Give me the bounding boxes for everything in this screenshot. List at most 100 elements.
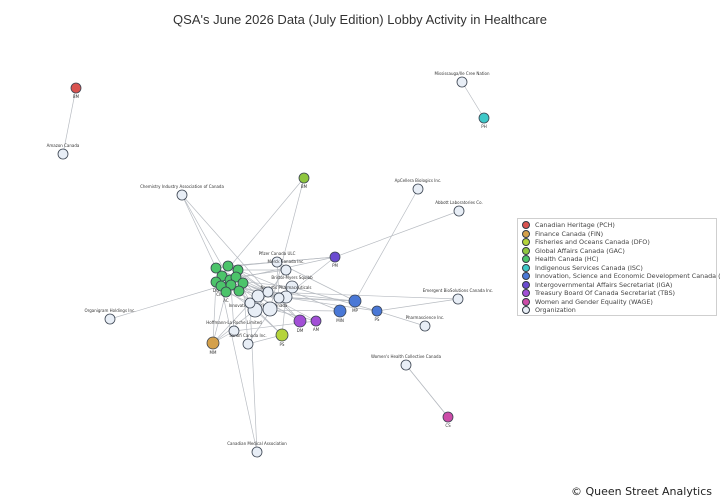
node-circle[interactable] [400, 359, 412, 371]
node-circle[interactable] [453, 205, 465, 217]
node-circle[interactable] [57, 148, 69, 160]
graph-edge [212, 281, 217, 344]
legend-swatch-icon [522, 238, 530, 247]
legend-item[interactable]: Fisheries and Oceans Canada (DFO) [522, 238, 712, 247]
node-circle[interactable] [262, 301, 278, 317]
node-circle[interactable] [280, 264, 292, 276]
node-circle[interactable] [242, 338, 254, 350]
legend-item[interactable]: Global Affairs Canada (GAC) [522, 246, 712, 256]
node-circle[interactable] [285, 280, 299, 294]
graph-node-ised3[interactable]: MIN [333, 304, 347, 323]
legend-item[interactable]: Treasury Board Of Canada Secretariat (TB… [522, 289, 712, 298]
node-circle[interactable] [251, 446, 263, 458]
graph-node-cma[interactable]: Canadian Medical Association [227, 441, 287, 458]
legend-item[interactable]: Intergovernmental Affairs Secretariat (I… [522, 280, 712, 290]
node-circle[interactable] [206, 336, 220, 350]
graph-node-chem[interactable]: Chemistry Industry Association of Canada [140, 184, 224, 201]
graph-node-gac[interactable]: BM [298, 172, 310, 189]
node-circle[interactable] [478, 112, 490, 124]
graph-node-abbott[interactable]: Abbott Laboratories Co. [435, 200, 483, 217]
node-circle[interactable] [104, 313, 116, 325]
graph-node-iga[interactable]: PM [329, 251, 341, 268]
graph-node-wage[interactable]: CS [442, 411, 454, 428]
node-circle[interactable] [230, 271, 242, 283]
graph-node-organigram[interactable]: Organigram Holdings Inc. [85, 308, 136, 325]
node-circle[interactable] [275, 328, 289, 342]
node-circle[interactable] [271, 256, 283, 268]
node-circle[interactable] [419, 320, 431, 332]
node-circle[interactable] [371, 305, 383, 317]
node-circle[interactable] [293, 314, 307, 328]
graph-node-pch[interactable]: BM [70, 82, 82, 99]
graph-node-emergent[interactable]: Emergent BioSolutions Canada Inc. [423, 288, 493, 305]
graph-node-orgD[interactable] [273, 292, 285, 304]
legend-item[interactable]: Health Canada (HC) [522, 255, 712, 264]
node-circle[interactable] [244, 297, 256, 309]
graph-node-ised1[interactable]: MP [348, 294, 362, 313]
node-circle[interactable] [262, 286, 274, 298]
graph-node-msd[interactable]: Bristol-Myers Squibb [271, 275, 313, 294]
node-circle[interactable] [310, 315, 322, 327]
graph-node-roche[interactable]: Hoffmann-La Roche Limited [206, 320, 262, 337]
legend-item[interactable]: Organization [522, 306, 712, 315]
graph-edge [181, 194, 217, 269]
graph-node-sanofi[interactable]: Sanofi Canada Inc. [229, 333, 267, 350]
node-label: Women's Health Collective Canada [371, 354, 442, 359]
node-circle[interactable] [442, 411, 454, 423]
graph-node-ised2[interactable]: PS [371, 305, 383, 322]
node-circle[interactable] [220, 286, 232, 298]
legend-item[interactable]: Indigenous Services Canada (ISC) [522, 263, 712, 273]
node-label: MP [352, 308, 358, 313]
node-circle[interactable] [210, 262, 222, 274]
graph-node-bio[interactable]: ApCellera Biologics Inc. [395, 178, 442, 195]
legend: Canadian Heritage (PCH) Finance Canada (F… [517, 218, 720, 316]
graph-node-amazon[interactable]: Amazon Canada [47, 143, 80, 160]
node-circle[interactable] [333, 304, 347, 318]
graph-node-pharmascience[interactable]: Pharmascience Inc. [406, 315, 445, 332]
node-circle[interactable] [348, 294, 362, 308]
legend-item[interactable]: Innovation, Science and Economic Develop… [522, 272, 720, 281]
legend-item[interactable]: Women and Gender Equality (WAGE) [522, 297, 712, 307]
graph-node-orgB[interactable] [262, 301, 278, 317]
legend-item[interactable]: Finance Canada (FIN) [522, 229, 712, 239]
graph-node-tbs2[interactable]: AM [310, 315, 322, 332]
graph-edge [269, 177, 305, 310]
graph-node-orgA[interactable] [262, 286, 274, 298]
node-circle[interactable] [228, 325, 240, 337]
graph-node-isc[interactable]: PH [478, 112, 490, 129]
graph-node-fin[interactable]: MM [206, 336, 220, 355]
node-circle[interactable] [251, 289, 265, 303]
node-circle[interactable] [70, 82, 82, 94]
legend-label: Canadian Heritage (PCH) [535, 221, 615, 230]
graph-node-hc2[interactable] [222, 260, 234, 272]
node-circle[interactable] [456, 76, 468, 88]
graph-node-mcn[interactable]: Mississauga/Ile Cree Nation [434, 71, 490, 88]
node-label: AC [223, 298, 229, 303]
graph-node-dfo[interactable]: PS [275, 328, 289, 347]
node-circle[interactable] [412, 183, 424, 195]
graph-node-hc12[interactable] [233, 285, 245, 297]
graph-node-bms[interactable]: Merck Canada Inc. [268, 259, 305, 276]
node-circle[interactable] [298, 172, 310, 184]
node-circle[interactable] [233, 285, 245, 297]
legend-swatch-icon [522, 272, 530, 281]
graph-node-hc7[interactable] [230, 271, 242, 283]
node-circle[interactable] [176, 189, 188, 201]
legend-swatch-icon [522, 221, 530, 230]
node-label: Merck Canada Inc. [268, 259, 305, 264]
node-circle[interactable] [222, 260, 234, 272]
legend-item[interactable]: Canadian Heritage (PCH) [522, 221, 712, 230]
node-circle[interactable] [452, 293, 464, 305]
graph-node-pfizer[interactable]: Pfizer Canada ULC [259, 251, 296, 268]
node-circle[interactable] [329, 251, 341, 263]
graph-edge [269, 308, 317, 322]
graph-node-whc[interactable]: Women's Health Collective Canada [371, 354, 442, 371]
graph-node-orgE[interactable] [244, 297, 256, 309]
legend-label: Finance Canada (FIN) [535, 229, 604, 238]
legend-swatch-icon [522, 255, 530, 264]
graph-node-tbs1[interactable]: DM [293, 314, 307, 333]
node-circle[interactable] [273, 292, 285, 304]
graph-node-hc1[interactable] [210, 262, 222, 274]
graph-node-hc11[interactable]: AC [220, 286, 232, 303]
